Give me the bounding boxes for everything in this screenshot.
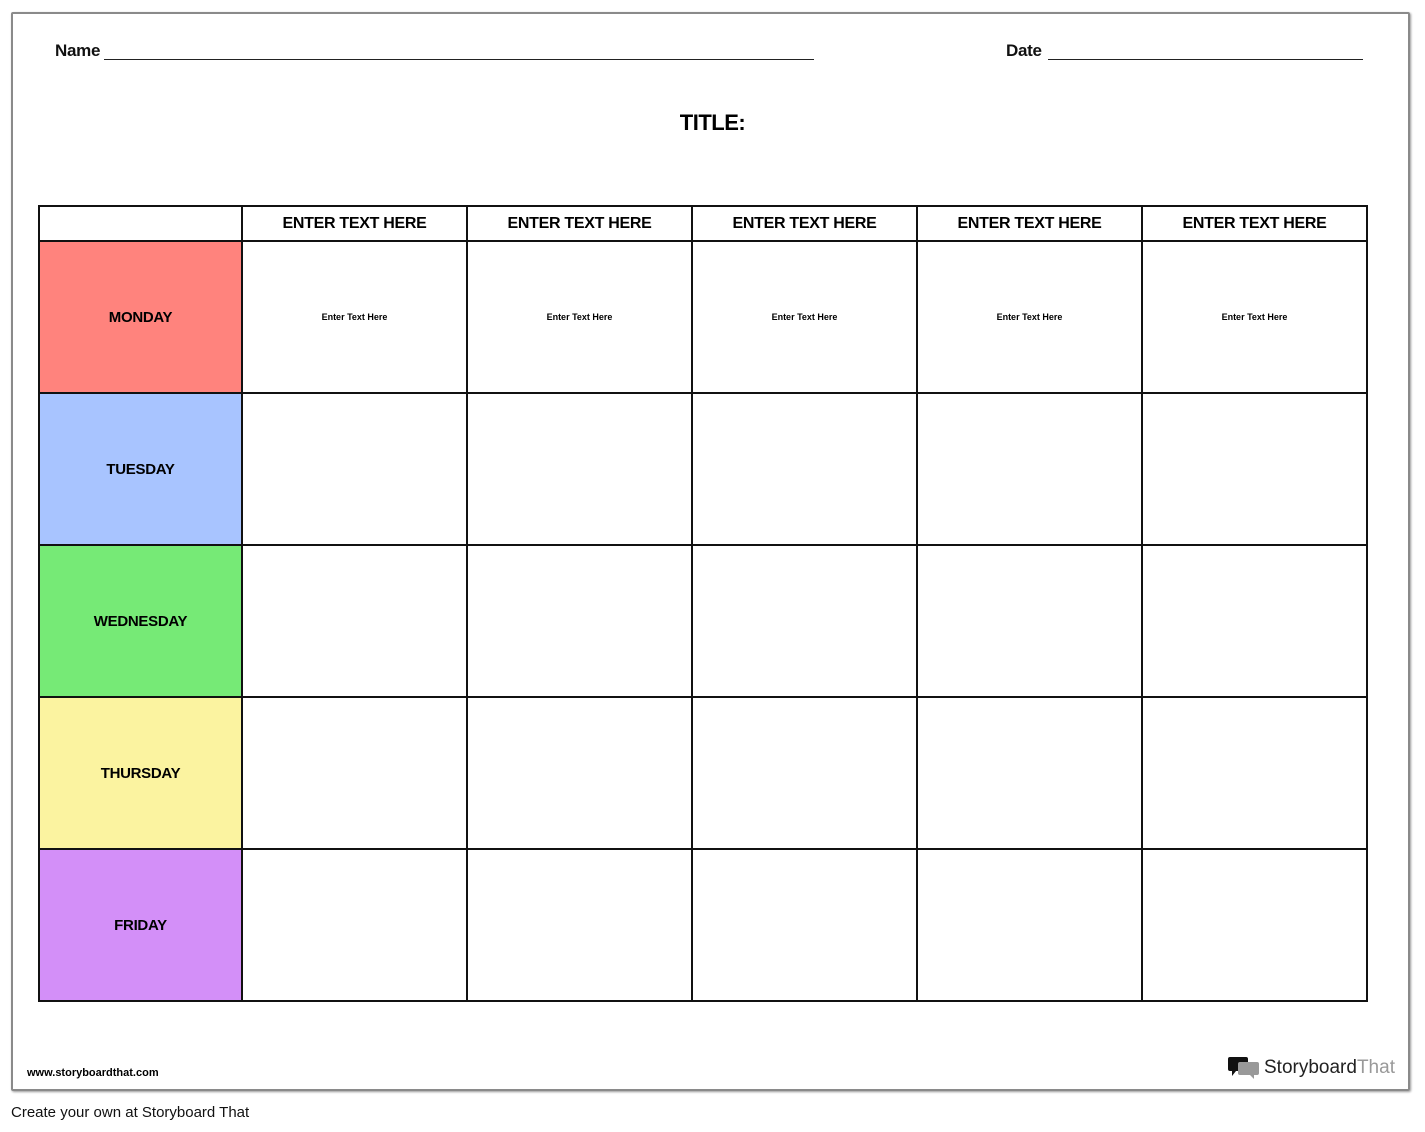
logo-word-that: That	[1356, 1057, 1395, 1078]
column-header[interactable]: ENTER TEXT HERE	[691, 205, 918, 242]
column-header[interactable]: ENTER TEXT HERE	[466, 205, 693, 242]
corner-cell	[38, 205, 243, 242]
table-cell[interactable]	[466, 544, 693, 698]
table-row: TUESDAY	[38, 392, 1368, 546]
logo-word-storyboard: Storyboard	[1264, 1057, 1357, 1078]
speech-bubbles-icon	[1228, 1057, 1259, 1079]
table-cell[interactable]	[466, 696, 693, 850]
day-label-tuesday: TUESDAY	[38, 392, 243, 546]
table-cell[interactable]	[1141, 392, 1368, 546]
header-row: ENTER TEXT HERE ENTER TEXT HERE ENTER TEXT…	[38, 205, 1368, 242]
table-cell[interactable]	[1141, 696, 1368, 850]
table-cell[interactable]: Enter Text Here	[241, 240, 468, 394]
table-cell[interactable]	[1141, 544, 1368, 698]
website-url: www.storyboardthat.com	[27, 1067, 159, 1079]
table-cell[interactable]	[691, 696, 918, 850]
table-cell[interactable]: Enter Text Here	[916, 240, 1143, 394]
day-label-friday: FRIDAY	[38, 848, 243, 1002]
schedule-table: ENTER TEXT HERE ENTER TEXT HERE ENTER TEXT…	[38, 205, 1368, 1002]
table-cell[interactable]	[916, 544, 1143, 698]
table-cell[interactable]	[241, 392, 468, 546]
table-cell[interactable]: Enter Text Here	[1141, 240, 1368, 394]
worksheet-page	[11, 12, 1410, 1091]
table-cell[interactable]	[916, 392, 1143, 546]
table-cell[interactable]: Enter Text Here	[691, 240, 918, 394]
column-header[interactable]: ENTER TEXT HERE	[916, 205, 1143, 242]
table-cell[interactable]	[916, 696, 1143, 850]
create-link[interactable]: Create your own at Storyboard That	[11, 1104, 250, 1121]
table-cell[interactable]	[466, 848, 693, 1002]
table-cell[interactable]: Enter Text Here	[466, 240, 693, 394]
name-label: Name	[55, 41, 101, 60]
table-cell[interactable]	[241, 848, 468, 1002]
date-field[interactable]	[1048, 59, 1363, 60]
table-row: MONDAY Enter Text Here Enter Text Here Ente…	[38, 240, 1368, 394]
table-cell[interactable]	[916, 848, 1143, 1002]
table-cell[interactable]	[241, 544, 468, 698]
day-label-monday: MONDAY	[38, 240, 243, 394]
day-label-thursday: THURSDAY	[38, 696, 243, 850]
table-row: FRIDAY	[38, 848, 1368, 1002]
table-cell[interactable]	[1141, 848, 1368, 1002]
table-cell[interactable]	[691, 392, 918, 546]
day-label-wednesday: WEDNESDAY	[38, 544, 243, 698]
table-row: WEDNESDAY	[38, 544, 1368, 698]
table-cell[interactable]	[241, 696, 468, 850]
table-row: THURSDAY	[38, 696, 1368, 850]
name-field[interactable]	[104, 59, 814, 60]
column-header[interactable]: ENTER TEXT HERE	[1141, 205, 1368, 242]
table-cell[interactable]	[691, 544, 918, 698]
storyboardthat-logo: Storyboard That	[1228, 1055, 1395, 1081]
table-cell[interactable]	[466, 392, 693, 546]
column-header[interactable]: ENTER TEXT HERE	[241, 205, 468, 242]
worksheet-title: TITLE:	[679, 110, 746, 135]
table-cell[interactable]	[691, 848, 918, 1002]
date-label: Date	[1006, 41, 1042, 60]
